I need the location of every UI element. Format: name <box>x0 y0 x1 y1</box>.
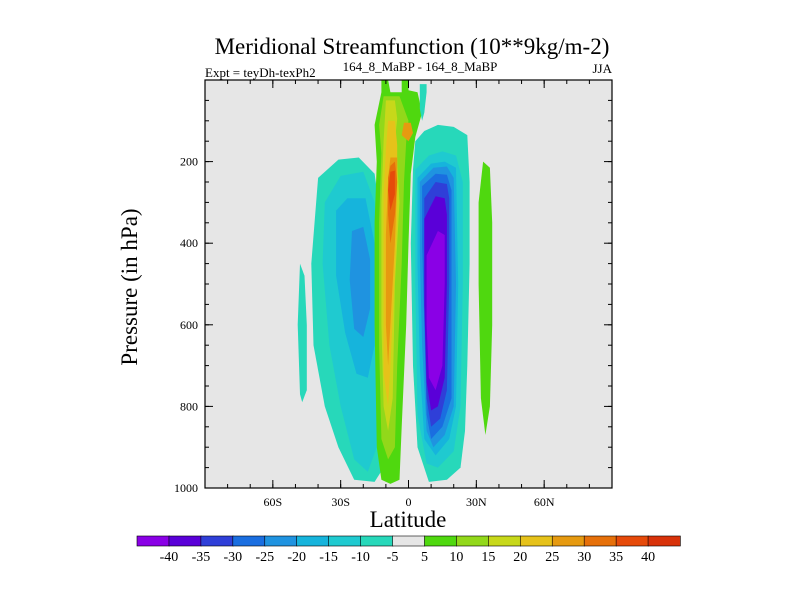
colorbar-swatch <box>424 535 458 547</box>
colorbar-swatch <box>583 535 617 547</box>
colorbar-label: -5 <box>387 550 399 565</box>
x-tick-label: 30N <box>466 495 487 509</box>
colorbar-swatch <box>488 535 521 547</box>
contour-eq-pos35 <box>388 170 395 211</box>
colorbar: -40 -35 -30 -25 -20 -15 -10 -5 5 10 15 20 25 30 35 40 <box>136 535 681 565</box>
colorbar-swatch <box>519 535 553 547</box>
contour-eq-top-peak <box>401 122 413 142</box>
colorbar-label: -10 <box>351 550 370 565</box>
colorbar-label: 35 <box>609 550 623 565</box>
colorbar-swatch <box>392 535 426 547</box>
x-tick-label: 0 <box>406 495 412 509</box>
contour-south-neg20 <box>349 226 371 337</box>
season-label: JJA <box>592 61 612 76</box>
colorbar-swatch <box>296 535 330 547</box>
colorbar-swatch <box>360 535 394 547</box>
colorbar-swatch <box>615 535 649 547</box>
contour-south-outer-neg5 <box>297 263 307 403</box>
colorbar-swatch <box>200 535 234 547</box>
colorbar-swatch <box>232 535 266 547</box>
difference-label: 164_8_MaBP - 164_8_MaBP <box>343 59 498 74</box>
colorbar-label: 15 <box>481 550 495 565</box>
colorbar-label: 20 <box>513 550 527 565</box>
colorbar-swatch <box>551 535 585 547</box>
contour-north-neg40 <box>426 231 445 391</box>
colorbar-label: 5 <box>421 550 428 565</box>
y-tick-label: 1000 <box>174 481 198 495</box>
colorbar-label: -15 <box>319 550 338 565</box>
colorbar-label: 25 <box>545 550 559 565</box>
axis-ticks: 60S 30S 0 30N 60N 200 400 600 800 1000 <box>174 79 613 509</box>
contour-north-pos5 <box>478 161 493 435</box>
experiment-label: Expt = teyDh-texPh2 <box>205 65 316 80</box>
y-tick-label: 400 <box>180 236 198 250</box>
colorbar-label: 30 <box>577 550 591 565</box>
colorbar-label: -25 <box>255 550 274 565</box>
colorbar-swatch <box>456 535 490 547</box>
colorbar-swatch <box>328 535 362 547</box>
colorbar-swatch <box>264 535 298 547</box>
x-tick-label: 60S <box>263 495 282 509</box>
colorbar-swatch <box>647 535 681 547</box>
x-tick-label: 60N <box>534 495 555 509</box>
chart-title: Meridional Streamfunction (10**9kg/m-2) <box>215 34 610 59</box>
colorbar-label: -20 <box>287 550 306 565</box>
y-tick-label: 200 <box>180 155 198 169</box>
contour-layer <box>297 80 493 484</box>
x-tick-label: 30S <box>331 495 350 509</box>
colorbar-swatch <box>136 535 170 547</box>
colorbar-label: 10 <box>449 550 463 565</box>
y-tick-label: 600 <box>180 318 198 332</box>
y-tick-label: 800 <box>180 399 198 413</box>
colorbar-label: -35 <box>192 550 211 565</box>
colorbar-label: -40 <box>160 550 179 565</box>
y-axis-label: Pressure (in hPa) <box>117 208 142 365</box>
colorbar-swatch <box>168 535 202 547</box>
colorbar-label: -30 <box>223 550 242 565</box>
x-axis-label: Latitude <box>370 507 447 532</box>
contour-north-small-neg5 <box>419 84 427 121</box>
colorbar-label: 40 <box>641 550 655 565</box>
